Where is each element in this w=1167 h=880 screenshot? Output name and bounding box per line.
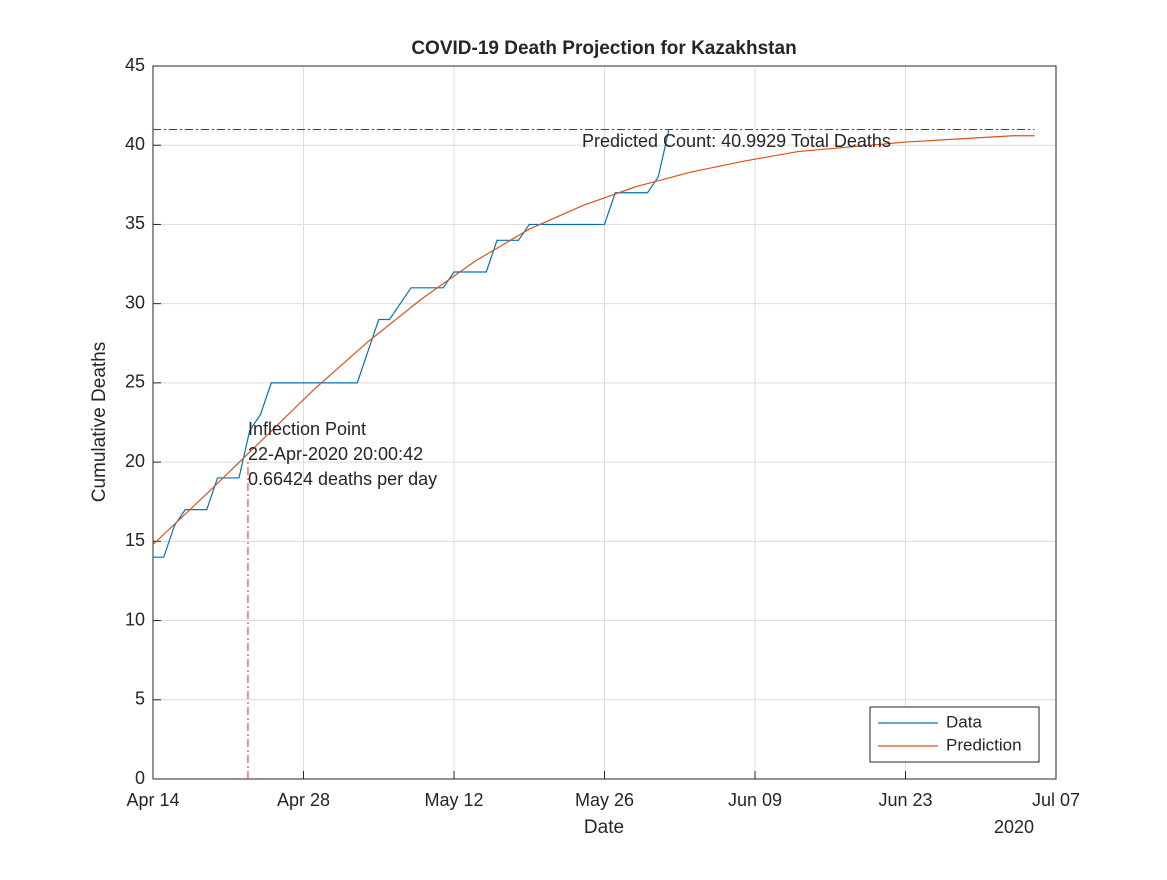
inflection-annotation: 22-Apr-2020 20:00:42 [248, 444, 423, 464]
x-axis-year: 2020 [994, 817, 1034, 837]
y-tick-label: 35 [125, 213, 145, 233]
inflection-annotation: Inflection Point [248, 419, 366, 439]
x-tick-label: Jun 23 [878, 790, 932, 810]
y-axis-label: Cumulative Deaths [89, 342, 110, 503]
plot-frame [152, 65, 1057, 780]
legend-label: Prediction [946, 735, 1022, 754]
x-tick-label: Jul 07 [1032, 790, 1080, 810]
chart-title: COVID-19 Death Projection for Kazakhstan [411, 38, 796, 59]
y-tick-label: 15 [125, 530, 145, 550]
y-tick-label: 10 [125, 609, 145, 629]
x-tick-label: Apr 28 [277, 790, 330, 810]
y-tick-label: 5 [135, 689, 145, 709]
y-tick-label: 45 [125, 55, 145, 75]
legend-box [869, 706, 1040, 763]
x-tick-label: May 26 [575, 790, 634, 810]
predicted-annotation: Predicted Count: 40.9929 Total Deaths [582, 131, 891, 151]
y-tick-label: 20 [125, 451, 145, 471]
x-axis-label: Date [584, 817, 624, 838]
series-line [153, 129, 670, 558]
y-tick-label: 0 [135, 768, 145, 788]
x-tick-label: May 12 [424, 790, 483, 810]
y-tick-label: 40 [125, 134, 145, 154]
y-tick-label: 25 [125, 372, 145, 392]
y-tick-label: 30 [125, 292, 145, 312]
x-tick-label: Apr 14 [126, 790, 179, 810]
legend-label: Data [946, 712, 982, 731]
series-line [152, 135, 1035, 545]
x-tick-label: Jun 09 [728, 790, 782, 810]
inflection-annotation: 0.66424 deaths per day [248, 469, 437, 489]
